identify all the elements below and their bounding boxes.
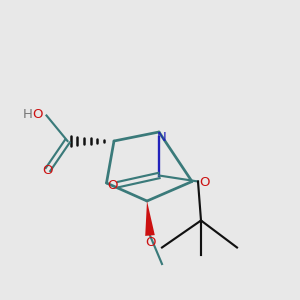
Text: O: O [146, 236, 156, 249]
Text: N: N [157, 131, 167, 144]
Text: O: O [199, 176, 209, 189]
Text: H: H [23, 108, 32, 121]
Polygon shape [145, 201, 155, 236]
Text: O: O [42, 164, 53, 178]
Text: O: O [107, 179, 118, 192]
Text: O: O [32, 108, 43, 121]
